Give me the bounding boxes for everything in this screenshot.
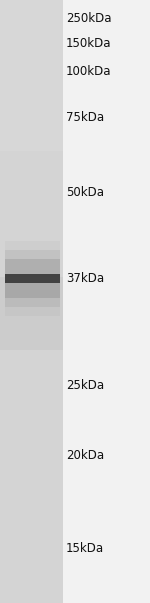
Bar xyxy=(0,0,63,151)
Bar xyxy=(4,250,60,307)
Bar xyxy=(4,274,60,283)
Bar xyxy=(4,277,60,280)
Text: 75kDa: 75kDa xyxy=(66,111,104,124)
Text: 25kDa: 25kDa xyxy=(66,379,104,393)
Bar xyxy=(4,241,60,316)
Text: 150kDa: 150kDa xyxy=(66,37,111,50)
Text: 20kDa: 20kDa xyxy=(66,449,104,462)
Text: 37kDa: 37kDa xyxy=(66,272,104,285)
Bar xyxy=(4,259,60,298)
Text: 15kDa: 15kDa xyxy=(66,542,104,555)
Text: 50kDa: 50kDa xyxy=(66,186,104,200)
Text: 100kDa: 100kDa xyxy=(66,65,111,78)
Bar xyxy=(0,277,63,350)
Bar xyxy=(63,0,150,603)
Bar xyxy=(0,0,63,603)
Text: 250kDa: 250kDa xyxy=(66,11,111,25)
